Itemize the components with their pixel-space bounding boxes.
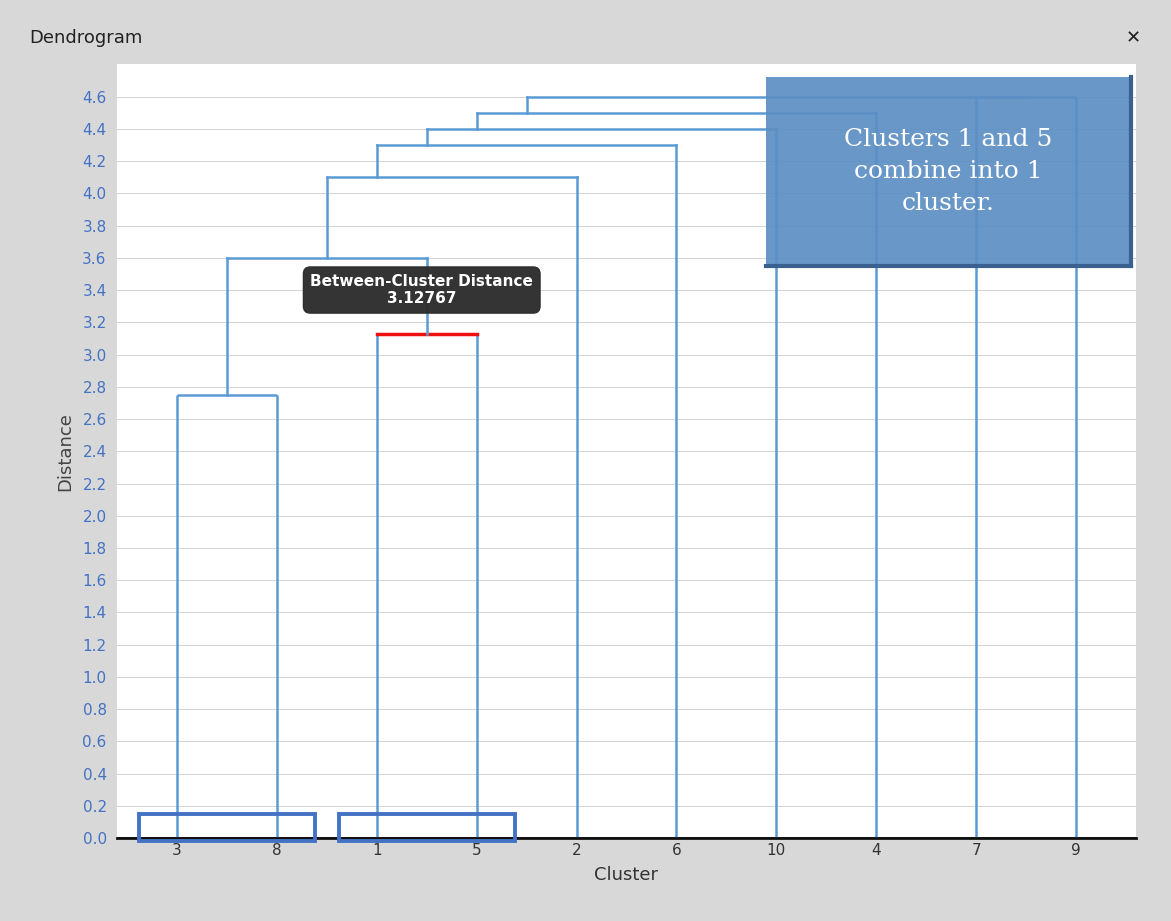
Text: ✕: ✕	[1125, 29, 1141, 48]
X-axis label: Cluster: Cluster	[595, 867, 658, 884]
Bar	[338, 814, 514, 842]
Text: Dendrogram: Dendrogram	[29, 29, 143, 48]
Text: Between-Cluster Distance
3.12767: Between-Cluster Distance 3.12767	[310, 274, 533, 306]
Bar	[139, 814, 315, 842]
Text: Clusters 1 and 5
combine into 1
cluster.: Clusters 1 and 5 combine into 1 cluster.	[844, 128, 1053, 216]
Y-axis label: Distance: Distance	[56, 412, 74, 491]
FancyBboxPatch shape	[766, 77, 1131, 266]
